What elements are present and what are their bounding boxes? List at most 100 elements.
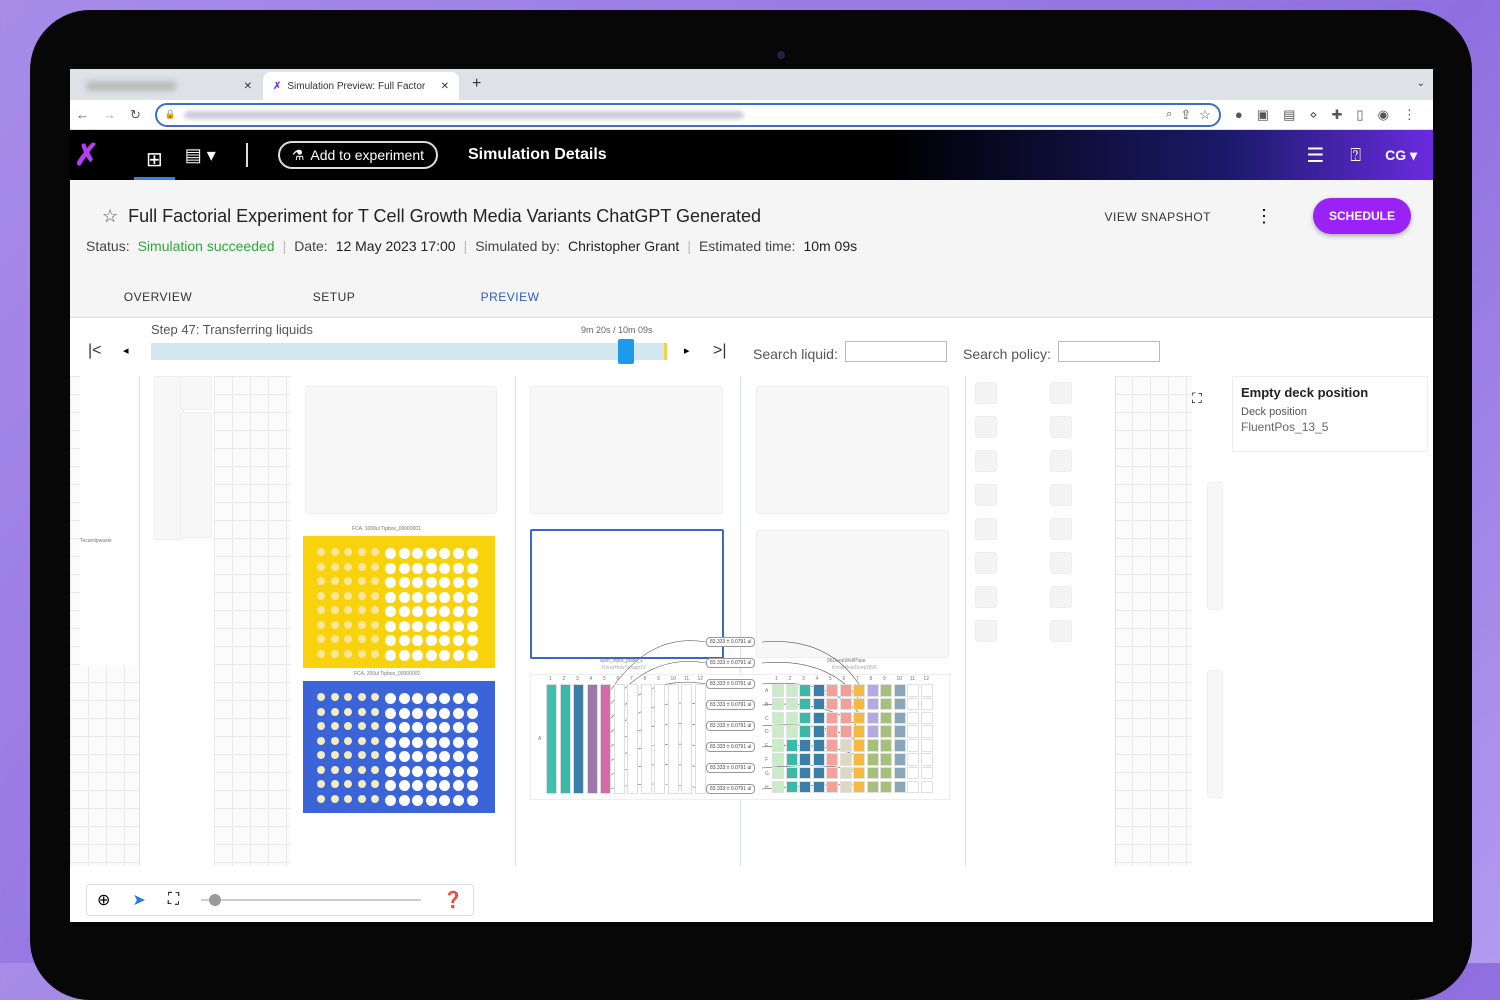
carrier-slot bbox=[975, 620, 997, 642]
search-liquid-input[interactable] bbox=[845, 341, 947, 362]
star-icon[interactable]: ☆ bbox=[102, 206, 119, 226]
plate-well bbox=[812, 780, 825, 794]
tipbox-200ul[interactable] bbox=[303, 681, 495, 813]
tip bbox=[371, 707, 380, 716]
camera bbox=[777, 51, 785, 59]
carrier-slot bbox=[1207, 670, 1223, 798]
empty-position[interactable] bbox=[756, 386, 949, 514]
back-icon[interactable]: ← bbox=[76, 107, 89, 122]
skip-to-end-icon[interactable]: >| bbox=[713, 342, 727, 359]
sidebar-icon[interactable]: ▯ bbox=[1356, 106, 1364, 122]
close-icon[interactable]: ✕ bbox=[440, 80, 449, 92]
tip bbox=[385, 765, 396, 777]
plate-well bbox=[799, 766, 811, 780]
tip bbox=[466, 620, 478, 632]
plate-well bbox=[785, 711, 798, 725]
tip bbox=[466, 649, 478, 661]
tip bbox=[317, 794, 325, 803]
reload-icon[interactable]: ↻ bbox=[130, 106, 141, 122]
timeline-slider[interactable] bbox=[151, 339, 667, 364]
carrier-slot bbox=[1050, 416, 1072, 438]
tip bbox=[466, 548, 478, 559]
menu-icon[interactable]: ⋮ bbox=[1402, 106, 1416, 122]
browser-tab[interactable]: ✕ bbox=[76, 72, 262, 100]
help-icon[interactable]: ⍰ bbox=[1350, 144, 1362, 165]
workflow-folder-icon[interactable]: ⊞ bbox=[134, 139, 175, 180]
extension-icon[interactable]: ▤ bbox=[1283, 106, 1296, 122]
schedule-button[interactable]: SCHEDULE bbox=[1312, 198, 1411, 234]
add-to-experiment-button[interactable]: ⚗ Add to experiment bbox=[277, 141, 438, 169]
zoom-icon[interactable]: ⌕ bbox=[1166, 108, 1173, 120]
view-snapshot-button[interactable]: VIEW SNAPSHOT bbox=[1104, 210, 1211, 224]
fit-screen-icon[interactable]: ⛶ bbox=[167, 891, 180, 908]
extension-icon[interactable]: ⋄ bbox=[1309, 106, 1318, 122]
plate-well bbox=[785, 684, 798, 697]
timeline-thumb[interactable] bbox=[617, 339, 634, 364]
new-tab-button[interactable]: + bbox=[472, 75, 482, 92]
close-icon[interactable]: ✕ bbox=[243, 80, 252, 92]
url-input[interactable]: 🔒 ⌕ ⇪ ☆ bbox=[154, 102, 1221, 127]
empty-position[interactable] bbox=[305, 386, 497, 514]
tip bbox=[439, 722, 451, 733]
fullscreen-icon[interactable]: ⛶ bbox=[1192, 390, 1202, 406]
extension-icon[interactable]: ● bbox=[1234, 107, 1243, 122]
selected-empty-position[interactable] bbox=[530, 529, 724, 659]
tip bbox=[317, 548, 325, 556]
tipbox-1000ul[interactable] bbox=[303, 536, 495, 668]
plate-well bbox=[799, 711, 811, 725]
tip bbox=[371, 591, 380, 600]
tip bbox=[385, 649, 396, 661]
tip bbox=[439, 562, 451, 574]
zoom-slider-thumb[interactable] bbox=[209, 894, 222, 906]
pointer-icon[interactable]: ➤ bbox=[132, 892, 146, 909]
notes-icon[interactable]: ☰ bbox=[1306, 144, 1325, 167]
column-label: 10 bbox=[896, 676, 903, 682]
carrier-slot bbox=[975, 382, 997, 404]
column-label: 7 bbox=[856, 676, 859, 682]
tip bbox=[398, 591, 410, 603]
zoom-slider[interactable] bbox=[201, 894, 422, 906]
plate-well bbox=[853, 766, 865, 780]
skip-to-start-icon[interactable]: |< bbox=[88, 342, 102, 359]
plate-well bbox=[772, 725, 784, 738]
share-icon[interactable]: ⇪ bbox=[1180, 106, 1192, 122]
app-logo-icon[interactable]: ✗ bbox=[74, 138, 100, 172]
step-back-icon[interactable]: ◂ bbox=[123, 345, 129, 357]
chevron-down-icon[interactable]: ⌄ bbox=[1416, 78, 1425, 89]
plate-well bbox=[799, 753, 811, 766]
plate-well bbox=[839, 684, 852, 697]
clipboard-icon[interactable]: ▤ ▾ bbox=[184, 144, 216, 165]
plate-well bbox=[772, 711, 784, 725]
tip bbox=[412, 794, 424, 806]
tab-setup[interactable]: SETUP bbox=[312, 290, 356, 304]
bookmark-star-icon[interactable]: ☆ bbox=[1199, 106, 1211, 122]
plate-well bbox=[799, 725, 811, 738]
tip bbox=[412, 751, 424, 762]
tip bbox=[371, 548, 380, 556]
tip bbox=[317, 606, 325, 614]
row-label: A bbox=[538, 736, 542, 742]
puzzle-icon[interactable]: ✚ bbox=[1331, 106, 1343, 122]
zoom-in-icon[interactable]: ⊕ bbox=[97, 892, 111, 909]
tip bbox=[453, 548, 464, 559]
user-menu[interactable]: CG ▾ bbox=[1385, 146, 1417, 163]
step-forward-icon[interactable]: ▸ bbox=[684, 345, 690, 357]
more-options-icon[interactable]: ⋮ bbox=[1255, 206, 1273, 226]
help-icon[interactable]: ❓ bbox=[443, 892, 463, 909]
carrier-slot bbox=[1050, 450, 1072, 472]
empty-position[interactable] bbox=[530, 386, 723, 514]
tab-preview[interactable]: PREVIEW bbox=[422, 284, 598, 321]
tip bbox=[385, 562, 396, 574]
extension-icon[interactable]: ▣ bbox=[1256, 106, 1270, 122]
plate-well bbox=[853, 684, 865, 697]
tab-overview[interactable]: OVERVIEW bbox=[123, 290, 193, 304]
plate-well bbox=[826, 780, 838, 794]
tip bbox=[453, 780, 464, 791]
forward-icon[interactable]: → bbox=[103, 107, 116, 122]
profile-avatar[interactable]: ◉ bbox=[1377, 106, 1389, 122]
browser-tab-active[interactable]: ✗ Simulation Preview: Full Factor ✕ bbox=[263, 72, 459, 100]
search-policy-input[interactable] bbox=[1058, 341, 1160, 362]
tip bbox=[330, 794, 339, 803]
empty-position[interactable] bbox=[756, 530, 949, 658]
status-value: Simulation succeeded bbox=[137, 238, 275, 254]
